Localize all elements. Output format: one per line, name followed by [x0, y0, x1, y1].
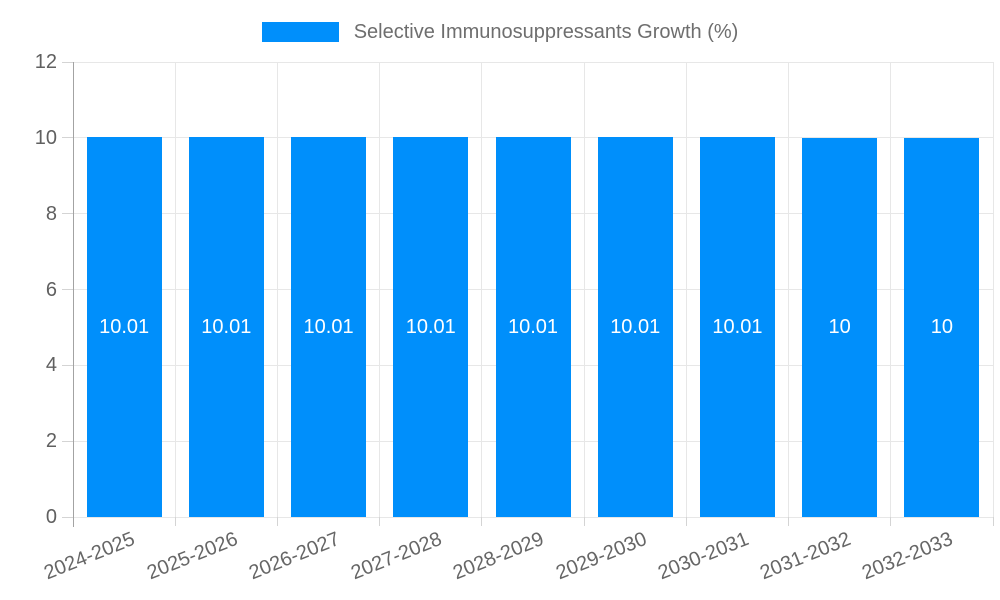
x-gridline — [685, 62, 687, 517]
chart-legend[interactable]: Selective Immunosuppressants Growth (%) — [0, 20, 1000, 44]
x-axis-tick-label: 2027-2028 — [348, 528, 446, 585]
x-gridline — [583, 62, 585, 517]
x-axis-tick-label: 2028-2029 — [450, 528, 548, 585]
y-gridline — [73, 516, 993, 518]
y-tick-mark — [62, 213, 73, 215]
bar — [188, 137, 264, 517]
bar-value-label: 10 — [930, 316, 953, 339]
x-gridline — [992, 62, 994, 517]
bar-value-label: 10.01 — [201, 316, 252, 339]
y-axis-tick-label: 8 — [45, 202, 57, 225]
x-axis-tick-label: 2029-2030 — [552, 528, 650, 585]
legend-swatch-icon — [261, 22, 339, 42]
y-tick-mark — [62, 137, 73, 139]
x-tick-mark — [481, 517, 483, 526]
y-axis-line — [72, 62, 74, 527]
bar-value-label: 10.01 — [610, 316, 661, 339]
bar — [904, 137, 980, 517]
x-tick-mark — [685, 517, 687, 526]
x-tick-mark — [890, 517, 892, 526]
x-tick-mark — [276, 517, 278, 526]
x-tick-mark — [788, 517, 790, 526]
x-axis-tick-label: 2031-2032 — [756, 528, 854, 585]
y-tick-mark — [62, 364, 73, 366]
bar — [699, 137, 775, 517]
x-tick-mark — [583, 517, 585, 526]
x-gridline — [788, 62, 790, 517]
y-tick-mark — [62, 289, 73, 290]
bar — [393, 137, 469, 517]
x-tick-mark — [992, 517, 994, 526]
y-axis-tick-label: 0 — [45, 506, 57, 528]
bar-value-label: 10.01 — [99, 316, 150, 339]
bar-value-label: 10 — [828, 316, 851, 339]
y-gridline — [73, 61, 993, 63]
x-tick-mark — [174, 517, 176, 526]
bar — [495, 137, 571, 517]
bar-value-label: 10.01 — [303, 316, 354, 339]
x-axis-tick-label: 2030-2031 — [654, 528, 752, 585]
y-tick-mark — [62, 61, 73, 63]
y-tick-mark — [62, 516, 73, 518]
bar-value-label: 10.01 — [507, 316, 559, 339]
y-axis-tick-label: 12 — [34, 51, 57, 73]
bar — [802, 137, 878, 517]
bar — [597, 137, 673, 517]
bar-value-label: 10.01 — [712, 316, 763, 339]
y-axis-tick-label: 10 — [34, 126, 57, 149]
x-gridline — [174, 62, 176, 517]
bar-value-label: 10.01 — [405, 316, 456, 339]
y-axis-tick-label: 2 — [45, 430, 57, 453]
x-gridline — [379, 62, 381, 517]
y-tick-mark — [62, 440, 73, 442]
legend-label: Selective Immunosuppressants Growth (%) — [353, 20, 739, 43]
x-axis-tick-label: 2024-2025 — [41, 528, 139, 585]
y-axis-tick-label: 6 — [45, 278, 57, 301]
x-axis-tick-label: 2032-2033 — [859, 528, 957, 585]
y-axis-tick-label: 4 — [45, 354, 57, 377]
bar — [291, 137, 367, 517]
x-tick-mark — [379, 517, 381, 526]
x-gridline — [890, 62, 892, 517]
x-axis-tick-label: 2025-2026 — [143, 528, 241, 585]
x-gridline — [276, 62, 278, 517]
x-axis-tick-label: 2026-2027 — [245, 528, 343, 585]
x-gridline — [481, 62, 483, 517]
bar — [86, 137, 162, 517]
